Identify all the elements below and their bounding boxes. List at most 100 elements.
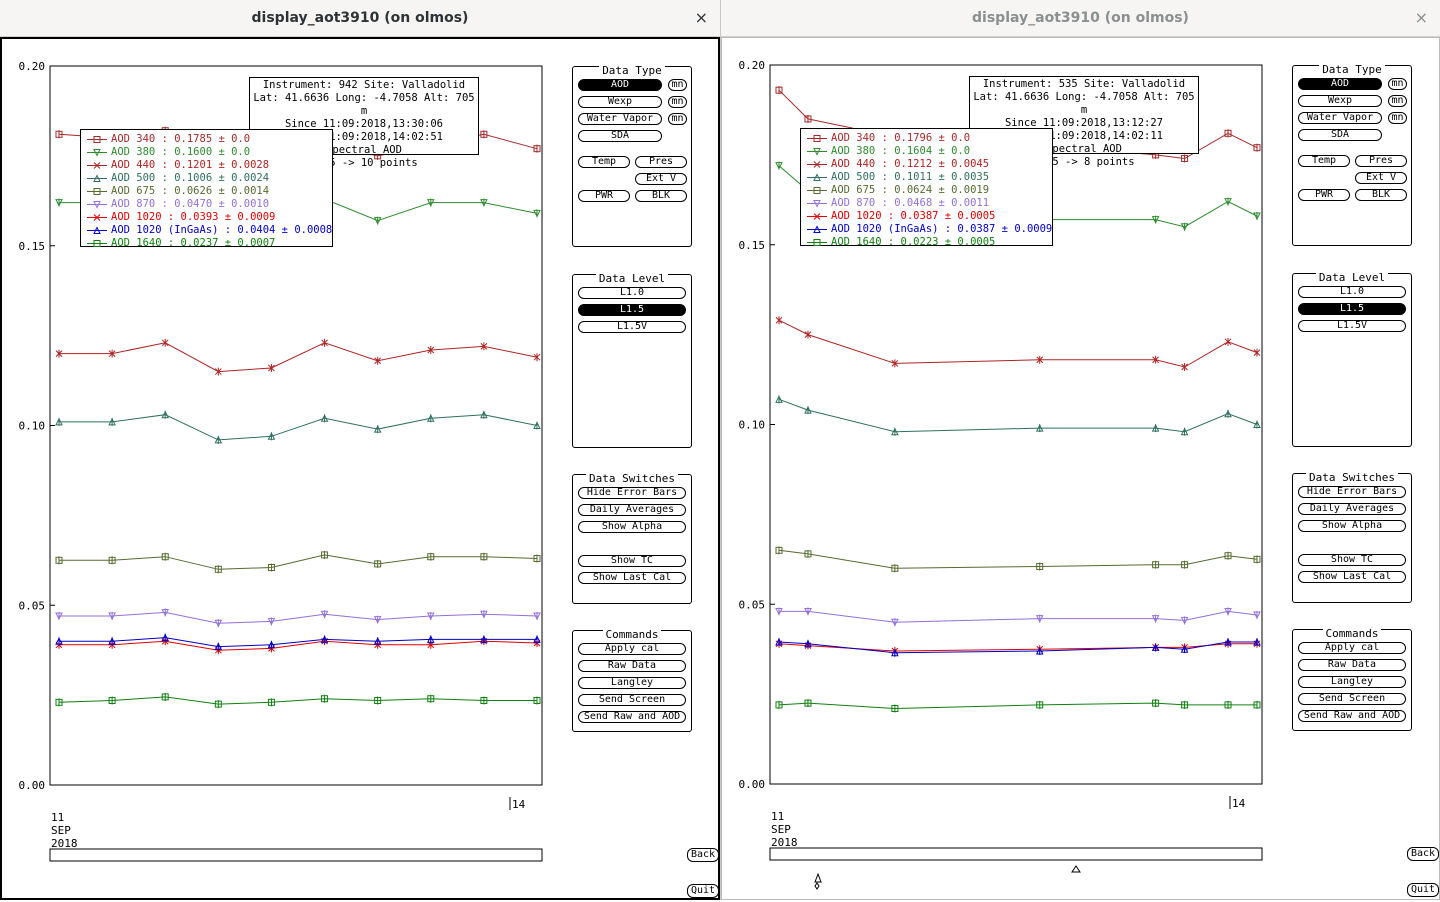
wexp-mn-button[interactable]: mn [668, 96, 687, 108]
data-type-sda-button[interactable]: SDA [578, 130, 662, 142]
data-level-l1-0-button[interactable]: L1.0 [578, 287, 686, 299]
data-point [426, 199, 435, 207]
langley-button[interactable]: Langley [578, 677, 686, 689]
series-aod-1020 [775, 639, 1261, 655]
data-level-l1-0-button[interactable]: L1.0 [1298, 286, 1406, 298]
panel-commands: Commands Apply cal Raw Data Langley Send Scr… [572, 628, 692, 732]
back-button[interactable]: Back [1407, 847, 1440, 861]
show-tc-button[interactable]: Show TC [1298, 554, 1406, 566]
legend-entry: AOD 870 : 0.0468 ± 0.0011 [831, 197, 990, 209]
water-vapor-mn-button[interactable]: mn [1388, 112, 1407, 124]
quit-button[interactable]: Quit [1407, 883, 1440, 897]
data-type-water-vapor-button[interactable]: Water Vapor [578, 113, 662, 125]
y-tick-label: 0.20 [19, 60, 46, 73]
blk-button[interactable]: BLK [635, 190, 687, 202]
hide-error-bars-button[interactable]: Hide Error Bars [1298, 486, 1406, 498]
pwr-button[interactable]: PWR [578, 190, 630, 202]
send-screen-button[interactable]: Send Screen [578, 694, 686, 706]
close-icon[interactable]: × [694, 8, 708, 27]
show-alpha-button[interactable]: Show Alpha [1298, 520, 1406, 532]
y-tick-label: 0.00 [739, 778, 766, 791]
apply-cal-button[interactable]: Apply cal [1298, 642, 1406, 654]
data-point [1180, 616, 1189, 625]
time-marker-a-icon[interactable] [814, 872, 822, 883]
apply-cal-button[interactable]: Apply cal [578, 643, 686, 655]
legend-symbol [87, 146, 107, 159]
data-type-aod-button[interactable]: AOD [1298, 78, 1382, 90]
daily-averages-button[interactable]: Daily Averages [578, 504, 686, 516]
show-alpha-button[interactable]: Show Alpha [578, 521, 686, 533]
panel-data-switches: Data Switches Hide Error Bars Daily Averag… [1292, 471, 1412, 603]
show-last-cal-button[interactable]: Show Last Cal [1298, 571, 1406, 583]
blk-button[interactable]: BLK [1355, 189, 1407, 201]
temp-button[interactable]: Temp [1298, 155, 1350, 167]
legend-symbol [807, 236, 827, 249]
aod-mn-button[interactable]: mn [668, 79, 687, 91]
data-point [533, 145, 541, 153]
wexp-mn-button[interactable]: mn [1388, 95, 1407, 107]
ext-v-button[interactable]: Ext V [1355, 172, 1407, 184]
data-point [804, 406, 812, 414]
raw-data-button[interactable]: Raw Data [1298, 659, 1406, 671]
temp-button[interactable]: Temp [578, 156, 630, 168]
info-product: Spectral AOD [1046, 143, 1122, 155]
data-point [267, 698, 275, 706]
data-type-sda-button[interactable]: SDA [1298, 129, 1382, 141]
data-level-l1-5v-button[interactable]: L1.5V [1298, 320, 1406, 332]
data-point [374, 697, 382, 705]
data-point [804, 699, 812, 707]
data-type-wexp-button[interactable]: Wexp [1298, 95, 1382, 107]
water-vapor-mn-button[interactable]: mn [668, 113, 687, 125]
pres-button[interactable]: Pres [635, 156, 687, 168]
daily-averages-button[interactable]: Daily Averages [1298, 503, 1406, 515]
data-point [427, 695, 435, 703]
time-marker-start-icon[interactable] [814, 882, 820, 890]
back-button[interactable]: Back [687, 848, 720, 862]
data-point [1180, 645, 1189, 653]
send-raw-and-aod-button[interactable]: Send Raw and AOD [578, 711, 686, 723]
panel-title: Data Level [573, 267, 691, 286]
show-last-cal-button[interactable]: Show Last Cal [578, 572, 686, 584]
data-type-wexp-button[interactable]: Wexp [578, 96, 662, 108]
send-raw-and-aod-button[interactable]: Send Raw and AOD [1298, 710, 1406, 722]
show-tc-button[interactable]: Show TC [578, 555, 686, 567]
hide-error-bars-button[interactable]: Hide Error Bars [578, 487, 686, 499]
langley-button[interactable]: Langley [1298, 676, 1406, 688]
data-type-aod-button[interactable]: AOD [578, 79, 662, 91]
series-aod-675 [775, 546, 1261, 573]
x-tick-month: SEP [771, 823, 791, 836]
data-point [1253, 611, 1261, 620]
legend-entry: AOD 675 : 0.0624 ± 0.0019 [831, 184, 990, 196]
data-point [1224, 409, 1232, 418]
info-since: Since 11:09:2018,13:30:06 [284, 118, 444, 130]
data-point [427, 346, 435, 354]
raw-data-button[interactable]: Raw Data [578, 660, 686, 672]
series-aod-1640 [775, 699, 1261, 713]
time-scrollbar[interactable] [49, 848, 543, 862]
y-tick-label: 0.05 [19, 599, 46, 612]
data-point [373, 637, 382, 645]
data-type-water-vapor-button[interactable]: Water Vapor [1298, 112, 1382, 124]
pwr-button[interactable]: PWR [1298, 189, 1350, 201]
data-point [214, 642, 223, 651]
panel-title-text: Data Level [1315, 271, 1389, 284]
legend: AOD 340 : 0.1785 ± 0.0 AOD 380 : 0.1600 ±… [80, 129, 333, 249]
data-point [1253, 212, 1261, 221]
aod-mn-button[interactable]: mn [1388, 78, 1407, 90]
window-content: 0.00 0.05 0.10 0.15 0.20 11 SEP 2018 14 Instrume… [721, 37, 1440, 900]
y-tick-label: 0.15 [19, 240, 46, 253]
data-point [1253, 701, 1261, 709]
time-scrollbar[interactable] [769, 847, 1263, 861]
close-icon[interactable]: × [1414, 8, 1428, 27]
time-marker-b-icon[interactable] [1071, 865, 1081, 873]
data-level-l1-5-button[interactable]: L1.5 [578, 304, 686, 316]
panel-title: Data Type [1293, 58, 1411, 77]
data-point [161, 553, 169, 561]
pres-button[interactable]: Pres [1355, 155, 1407, 167]
send-screen-button[interactable]: Send Screen [1298, 693, 1406, 705]
data-level-l1-5-button[interactable]: L1.5 [1298, 303, 1406, 315]
quit-button[interactable]: Quit [687, 884, 720, 898]
window-instrument-942: display_aot3910 (on olmos) × 0.00 0.05 0.1… [0, 0, 720, 900]
ext-v-button[interactable]: Ext V [635, 173, 687, 185]
data-level-l1-5v-button[interactable]: L1.5V [578, 321, 686, 333]
